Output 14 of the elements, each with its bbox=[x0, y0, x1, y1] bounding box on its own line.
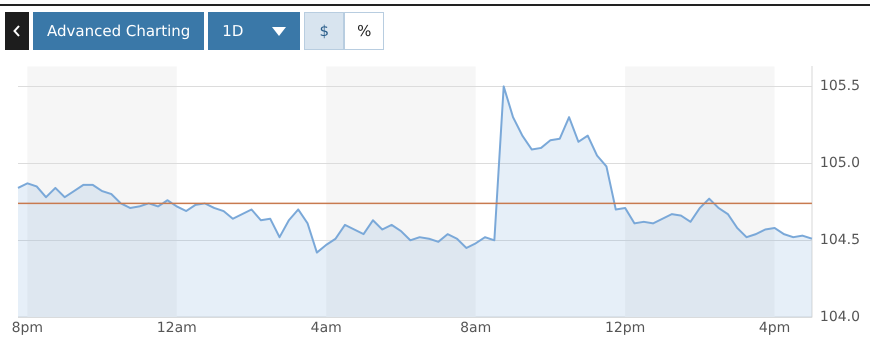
x-tick-label: 12am bbox=[156, 320, 197, 336]
text: $ bbox=[320, 22, 330, 40]
x-tick-label: 8am bbox=[460, 320, 492, 336]
y-tick-label: 104.5 bbox=[820, 232, 860, 248]
y-tick-label: 105.0 bbox=[820, 154, 860, 171]
x-tick-label: 4am bbox=[310, 320, 342, 336]
x-tick-label: 4pm bbox=[758, 320, 790, 336]
text: Advanced Charting bbox=[47, 22, 190, 40]
x-tick-label: 8pm bbox=[12, 320, 44, 336]
y-tick-label: 104.0 bbox=[820, 308, 860, 325]
text: 1D bbox=[222, 22, 244, 40]
x-tick-label: 12pm bbox=[604, 320, 646, 336]
text: % bbox=[357, 22, 372, 40]
y-tick-label: 105.5 bbox=[820, 78, 860, 94]
